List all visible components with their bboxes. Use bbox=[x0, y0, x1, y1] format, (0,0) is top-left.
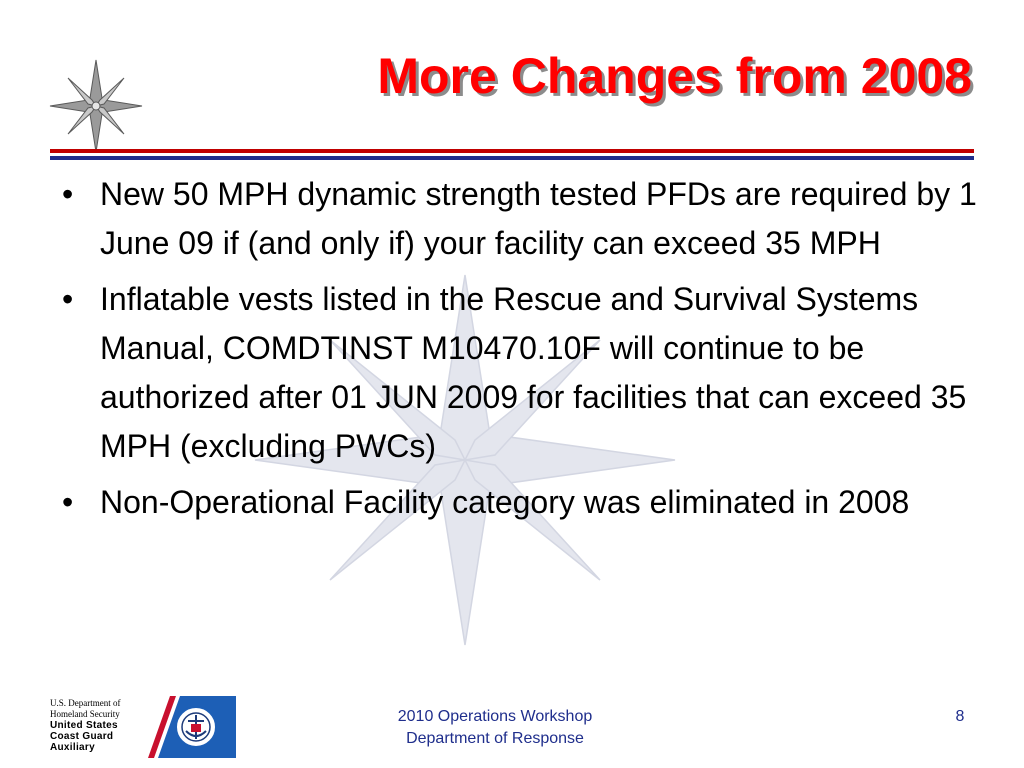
bullet-item: • New 50 MPH dynamic strength tested PFD… bbox=[58, 170, 978, 268]
logo-uscg-line-3: Auxiliary bbox=[50, 742, 95, 753]
bullet-text: New 50 MPH dynamic strength tested PFDs … bbox=[100, 176, 977, 261]
bullet-list: • New 50 MPH dynamic strength tested PFD… bbox=[58, 170, 978, 534]
header-rule-blue bbox=[50, 156, 974, 160]
bullet-text: Non-Operational Facility category was el… bbox=[100, 484, 910, 520]
bullet-text: Inflatable vests listed in the Rescue an… bbox=[100, 281, 967, 464]
bullet-dot: • bbox=[62, 176, 74, 212]
footer-workshop: 2010 Operations Workshop bbox=[397, 708, 593, 725]
logo-uscg-line-2: Coast Guard bbox=[50, 731, 114, 742]
bullet-dot: • bbox=[62, 484, 74, 520]
logo-text-block: U.S. Department of Homeland Security Uni… bbox=[50, 698, 146, 753]
bullet-item: • Inflatable vests listed in the Rescue … bbox=[58, 275, 978, 471]
logo-uscg-line-1: United States bbox=[50, 720, 118, 731]
footer-caption: 2010 Operations Workshop Department of R… bbox=[300, 706, 690, 750]
slide-title: More Changes from 2008 bbox=[377, 48, 972, 104]
bullet-dot: • bbox=[62, 281, 74, 317]
coast-guard-auxiliary-logo: U.S. Department of Homeland Security Uni… bbox=[50, 696, 236, 758]
coast-guard-auxiliary-logo-icon bbox=[148, 696, 236, 758]
compass-rose-icon bbox=[49, 59, 143, 153]
bullet-item: • Non-Operational Facility category was … bbox=[58, 478, 978, 527]
logo-dept-line-2: Homeland Security bbox=[50, 709, 120, 719]
compass-rose-watermark-icon bbox=[254, 274, 676, 646]
logo-dept-line-1: U.S. Department of bbox=[50, 698, 121, 708]
header-rule-red bbox=[50, 149, 974, 153]
footer-department: Department of Response bbox=[406, 730, 584, 747]
page-number: 8 bbox=[955, 708, 965, 725]
